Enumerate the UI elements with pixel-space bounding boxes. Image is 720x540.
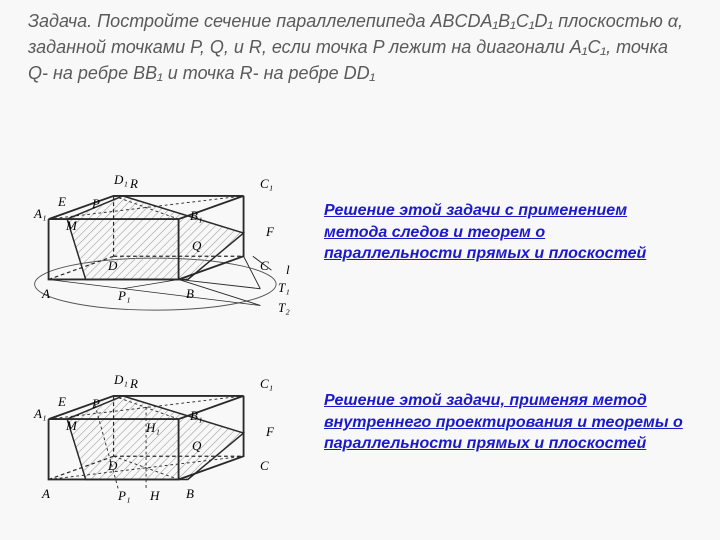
solution-link-traces[interactable]: Решение этой задачи с применением метода…: [324, 200, 684, 265]
solution-link-projection[interactable]: Решение этой задачи, применяя метод внут…: [324, 390, 684, 455]
diagram-1: [30, 150, 290, 330]
problem-statement: Задача. Постройте сечение параллелепипед…: [28, 8, 688, 86]
diagram-2: [30, 350, 290, 530]
